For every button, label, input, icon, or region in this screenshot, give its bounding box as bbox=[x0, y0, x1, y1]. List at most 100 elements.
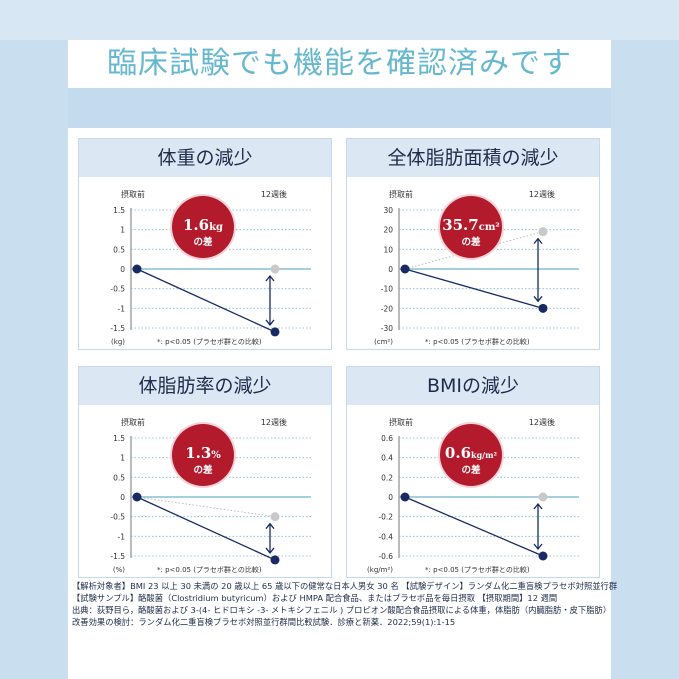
chart-svg: 摂取前 12週後 0.6 0.4 0.2 0 -0.2 -0.4 -0.6 (kg/m²) *: p… bbox=[367, 417, 579, 574]
placebo-end-point bbox=[538, 492, 548, 502]
y-tick-label: 10 bbox=[383, 245, 393, 254]
y-tick-label: -10 bbox=[381, 285, 393, 294]
unit-label: (kg/m²) bbox=[367, 566, 393, 574]
panel-header bbox=[347, 367, 599, 405]
panel-header bbox=[347, 139, 599, 177]
y-tick-label: 0 bbox=[120, 493, 125, 502]
treatment-end-point bbox=[538, 303, 548, 313]
footnote-line: 【解析対象者】BMI 23 以上 30 未満の 20 歳以上 65 歳以下の健常… bbox=[72, 581, 617, 591]
badge-value-text: 0.6kg/m² bbox=[445, 444, 498, 462]
difference-badge bbox=[172, 196, 234, 258]
y-tick-label: -0.5 bbox=[110, 513, 125, 522]
badge-suffix: の差 bbox=[461, 464, 481, 476]
difference-arrow-head-up bbox=[533, 502, 543, 510]
treatment-line bbox=[136, 496, 276, 561]
panel-title: 体脂肪率の減少 bbox=[138, 375, 272, 397]
difference-arrow-head-down bbox=[265, 319, 275, 326]
difference-arrow-head-up bbox=[265, 522, 275, 530]
chart-svg: 摂取前 12週後 1.5 1 0.5 0 -0.5 -1 -1.5 (kg) *: p<0.05 (… bbox=[110, 189, 311, 346]
y-tick-label: 0.4 bbox=[381, 454, 393, 463]
y-tick-label: -0.5 bbox=[110, 285, 125, 294]
unit-label: (kg) bbox=[111, 338, 125, 346]
significance-note: *: p<0.05 (プラセボ群との比較) bbox=[425, 565, 530, 574]
unit-label: (cm²) bbox=[374, 338, 393, 346]
y-tick-label: -0.4 bbox=[378, 532, 393, 541]
x-end-label: 12週後 bbox=[529, 189, 555, 199]
x-start-label: 摂取前 bbox=[121, 189, 145, 199]
chart-svg: 摂取前 12週後 30 20 10 0 -10 -20 -30 (cm²) *: p<0.05 (プ… bbox=[374, 189, 579, 346]
placebo-end-point bbox=[270, 264, 280, 274]
significance-note: *: p<0.05 (プラセボ群との比較) bbox=[157, 337, 262, 346]
y-tick-label: 0 bbox=[388, 493, 393, 502]
title-banner bbox=[68, 40, 611, 88]
badge-value-text: 1.6kg bbox=[183, 216, 223, 234]
y-tick-label: 1 bbox=[120, 454, 125, 463]
panel-title: 全体脂肪面積の減少 bbox=[387, 147, 559, 169]
y-tick-label: 0 bbox=[120, 265, 125, 274]
y-tick-label: 1.5 bbox=[113, 434, 125, 443]
middle-band bbox=[68, 88, 611, 128]
baseline-point bbox=[132, 492, 142, 502]
significance-note: *: p<0.05 (プラセボ群との比較) bbox=[157, 565, 262, 574]
y-tick-label: 0.6 bbox=[381, 434, 393, 443]
chart-panel-body-weight: 体重の減少 摂取前 12週後 1.5 1 0.5 0 -0.5 -1 -1.5 (kg) *: p<… bbox=[78, 138, 332, 350]
badge-unit: kg bbox=[209, 222, 223, 233]
treatment-end-point bbox=[538, 551, 548, 561]
significance-note: *: p<0.05 (プラセボ群との比較) bbox=[425, 337, 530, 346]
x-end-label: 12週後 bbox=[261, 189, 287, 199]
y-tick-label: -30 bbox=[381, 324, 393, 333]
placebo-end-point bbox=[538, 227, 548, 237]
y-tick-label: 0 bbox=[388, 265, 393, 274]
y-tick-label: 20 bbox=[383, 226, 393, 235]
x-start-label: 摂取前 bbox=[389, 417, 413, 427]
badge-suffix: の差 bbox=[193, 236, 213, 248]
difference-arrow-head-up bbox=[265, 274, 275, 282]
page-title: 臨床試験でも機能を確認済みです bbox=[107, 46, 572, 81]
chart-panel-body-fat-percentage: 体脂肪率の減少 摂取前 12週後 1.5 1 0.5 0 -0.5 -1 -1.5 (%) *: p… bbox=[78, 366, 332, 578]
top-band bbox=[0, 0, 679, 40]
badge-unit: % bbox=[211, 450, 221, 461]
difference-badge bbox=[440, 424, 502, 486]
difference-arrow-head-down bbox=[533, 543, 543, 551]
panel-header bbox=[79, 367, 331, 405]
panel-title: 体重の減少 bbox=[157, 147, 253, 169]
badge-value-text: 1.3% bbox=[185, 444, 221, 462]
y-tick-label: -0.6 bbox=[378, 552, 393, 561]
difference-arrow-head-down bbox=[533, 295, 543, 303]
placebo-end-point bbox=[270, 512, 280, 522]
y-tick-label: -20 bbox=[381, 304, 393, 313]
difference-arrow-head-down bbox=[265, 547, 275, 554]
y-tick-label: 1.5 bbox=[113, 206, 125, 215]
y-tick-label: -1 bbox=[118, 304, 126, 313]
chart-svg: 摂取前 12週後 1.5 1 0.5 0 -0.5 -1 -1.5 (%) *: p<0.05 (プ… bbox=[110, 417, 311, 574]
footnote-line: 【試験サンプル】酪酸菌（Clostridium butyricum）および HM… bbox=[72, 593, 558, 603]
y-tick-label: 0.5 bbox=[113, 473, 125, 482]
treatment-end-point bbox=[270, 327, 280, 337]
badge-suffix: の差 bbox=[193, 464, 213, 476]
footnote-block: 【解析対象者】BMI 23 以上 30 未満の 20 歳以上 65 歳以下の健常… bbox=[72, 580, 617, 628]
unit-label: (%) bbox=[113, 566, 125, 574]
difference-arrow-head-up bbox=[533, 237, 543, 245]
y-tick-label: 1 bbox=[120, 226, 125, 235]
difference-badge bbox=[440, 196, 502, 258]
panel-header bbox=[79, 139, 331, 177]
y-tick-label: -1.5 bbox=[110, 324, 125, 333]
chart-panel-bmi: BMIの減少 摂取前 12週後 0.6 0.4 0.2 0 -0.2 -0.4 -0.6 (kg/… bbox=[346, 366, 600, 578]
badge-unit: kg/m² bbox=[471, 450, 498, 460]
difference-badge bbox=[172, 424, 234, 486]
x-start-label: 摂取前 bbox=[121, 417, 145, 427]
x-start-label: 摂取前 bbox=[389, 189, 413, 199]
baseline-point bbox=[400, 264, 410, 274]
badge-unit: cm² bbox=[479, 222, 500, 233]
badge-value: 35.7 bbox=[442, 216, 479, 234]
badge-value-text: 35.7cm² bbox=[442, 216, 500, 234]
badge-value: 0.6 bbox=[445, 444, 471, 462]
badge-suffix: の差 bbox=[461, 236, 481, 248]
baseline-point bbox=[400, 492, 410, 502]
treatment-line bbox=[136, 268, 276, 333]
y-tick-label: -1.5 bbox=[110, 552, 125, 561]
y-tick-label: -0.2 bbox=[378, 513, 393, 522]
badge-value: 1.3 bbox=[185, 444, 211, 462]
placebo-line bbox=[136, 496, 276, 518]
treatment-line bbox=[404, 268, 544, 309]
